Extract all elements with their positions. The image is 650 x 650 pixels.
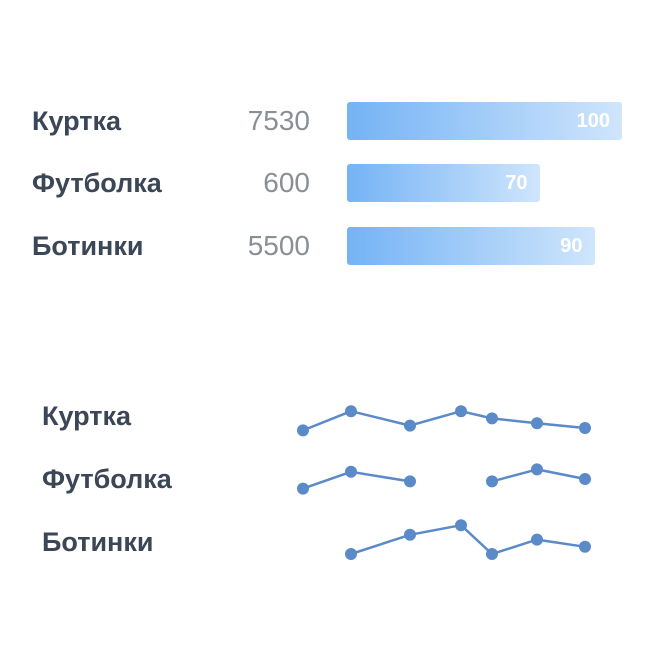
bar: 90 <box>347 227 595 265</box>
sparkline-point <box>455 519 467 532</box>
sparkline-segment <box>491 468 538 483</box>
sparkline-point <box>579 422 591 434</box>
sparkline-point <box>486 475 498 488</box>
sparkline-segment <box>302 410 352 432</box>
sparkline-label: Куртка <box>42 401 132 431</box>
sparkline-point <box>531 417 543 430</box>
row-label: Куртка <box>32 106 122 136</box>
sparkline-point <box>297 424 309 437</box>
sparkline-point <box>486 412 498 425</box>
bar-row: Куртка 7530 100 <box>0 101 650 141</box>
sparkline-table: Куртка Футболка Ботинки <box>0 380 650 580</box>
sparkline-point <box>297 482 309 495</box>
row-amount: 7530 <box>247 105 310 136</box>
sparkline-segment <box>409 409 462 427</box>
bar-value-label: 90 <box>560 235 583 257</box>
row-label: Ботинки <box>32 231 144 261</box>
bar: 70 <box>347 164 540 202</box>
sparkline-point <box>404 528 416 541</box>
sparklines <box>297 405 591 560</box>
bar-row: Футболка 600 70 <box>0 163 650 203</box>
sparkline-point <box>531 533 543 546</box>
sparkline-segment <box>350 533 411 556</box>
sparkline-point <box>345 405 357 418</box>
row-label: Футболка <box>32 168 162 198</box>
sparkline-label: Футболка <box>42 464 172 494</box>
sparkline-label: Ботинки <box>42 527 154 557</box>
bar-table: Куртка 7530 100 Футболка 600 70 Ботинки … <box>0 0 650 300</box>
sparkline-segment <box>536 538 586 549</box>
sparkline-segment <box>350 409 411 427</box>
sparkline-point <box>345 465 357 478</box>
sparkline-point <box>404 419 416 432</box>
sparkline-segment <box>409 523 462 537</box>
sparkline-segment <box>491 538 538 556</box>
row-amount: 5500 <box>247 230 310 261</box>
bar-row: Ботинки 5500 90 <box>0 226 650 266</box>
sparkline-point <box>404 475 416 488</box>
sparkline-point <box>579 473 591 485</box>
sparkline-point <box>486 548 498 560</box>
sparkline-segment <box>350 470 411 483</box>
sparkline-segment <box>536 468 586 481</box>
sparkline-segment <box>302 470 352 490</box>
sparkline-point <box>579 540 591 553</box>
row-amount: 600 <box>263 167 310 198</box>
sparkline-point <box>455 405 467 418</box>
bar-value-label: 100 <box>576 110 610 132</box>
sparkline-point <box>345 548 357 560</box>
sparkline-segment <box>491 417 538 425</box>
sparkline-segment <box>460 524 493 555</box>
bar-value-label: 70 <box>505 172 528 194</box>
sparkline-segment <box>536 421 586 430</box>
bar: 100 <box>347 102 622 140</box>
sparkline-point <box>531 463 543 476</box>
